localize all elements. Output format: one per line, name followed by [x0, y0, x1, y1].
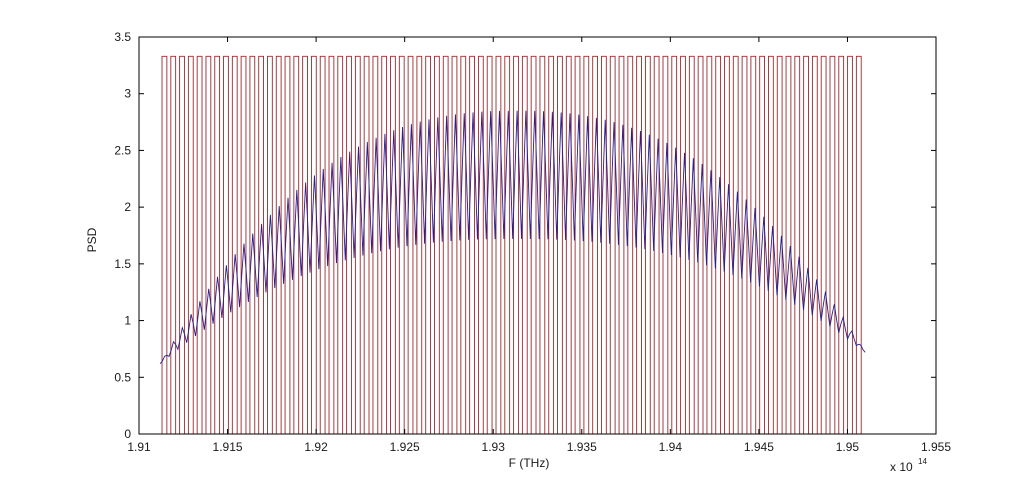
x-tick-label: 1.95 — [836, 440, 860, 454]
x-axis-label: F (THz) — [509, 456, 550, 470]
axes-box — [138, 36, 937, 435]
y-tick-label: 1.5 — [114, 257, 131, 271]
y-tick-label: 0.5 — [114, 370, 131, 384]
x-tick-label: 1.955 — [921, 440, 951, 454]
x-multiplier: x 10 — [890, 460, 913, 474]
ticks-layer: 1.91 1.915 1.92 1.925 1.93 1.935 1.94 1.945 1.95… — [114, 30, 951, 454]
y-axis-label: PSD — [85, 227, 99, 252]
x-tick-label: 1.94 — [659, 440, 683, 454]
y-tick-label: 2.5 — [114, 143, 131, 157]
x-multiplier-exponent: 14 — [918, 457, 927, 466]
x-tick-label: 1.93 — [482, 440, 506, 454]
y-tick-label: 3.5 — [114, 30, 131, 44]
y-tick-label: 2 — [124, 200, 131, 214]
y-tick-label: 1 — [124, 314, 131, 328]
series-envelope — [159, 110, 866, 364]
x-tick-label: 1.945 — [744, 440, 774, 454]
y-tick-label: 3 — [124, 87, 131, 101]
x-tick-label: 1.91 — [127, 440, 151, 454]
x-tick-label: 1.935 — [567, 440, 597, 454]
x-tick-label: 1.925 — [390, 440, 420, 454]
x-tick-label: 1.92 — [304, 440, 328, 454]
y-tick-label: 0 — [124, 427, 131, 441]
x-tick-label: 1.915 — [213, 440, 243, 454]
series-pulse-train — [161, 55, 866, 435]
